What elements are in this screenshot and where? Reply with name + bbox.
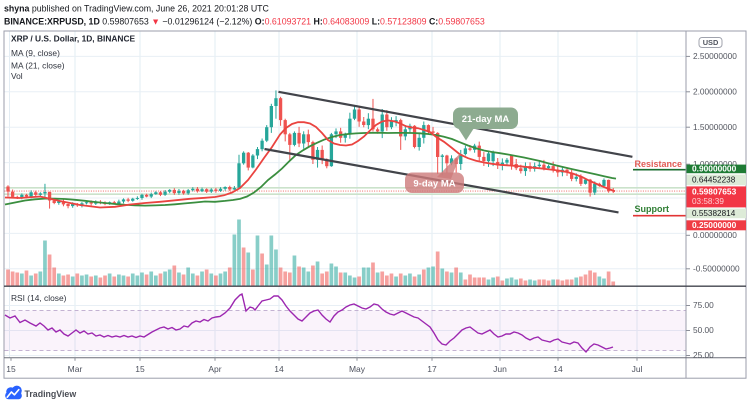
- svg-text:15: 15: [135, 364, 145, 374]
- svg-text:14: 14: [274, 364, 284, 374]
- svg-text:BINANCE:XRPUSD, 1D 0.59807653: BINANCE:XRPUSD, 1D 0.59807653 ▼ −0.01296…: [4, 17, 485, 27]
- svg-text:Jun: Jun: [493, 364, 507, 374]
- svg-text:50.00: 50.00: [693, 325, 714, 335]
- svg-text:-0.50000000: -0.50000000: [693, 263, 740, 273]
- svg-text:0.59807653: 0.59807653: [692, 187, 737, 197]
- svg-text:1.50000000: 1.50000000: [693, 122, 737, 132]
- svg-text:0.00000000: 0.00000000: [693, 230, 737, 240]
- svg-text:shyna published on TradingView: shyna published on TradingView.com, June…: [4, 4, 270, 14]
- svg-text:03:58:39: 03:58:39: [692, 197, 724, 206]
- svg-text:XRP / U.S. Dollar, 1D, BINANCE: XRP / U.S. Dollar, 1D, BINANCE: [11, 34, 136, 44]
- svg-text:2.50000000: 2.50000000: [693, 51, 737, 61]
- svg-text:25.00: 25.00: [693, 350, 714, 360]
- svg-text:Apr: Apr: [208, 364, 221, 374]
- svg-text:0.90000000: 0.90000000: [692, 164, 737, 174]
- svg-text:0.55382814: 0.55382814: [692, 209, 736, 218]
- svg-text:Jul: Jul: [632, 364, 643, 374]
- svg-text:RSI (14, close): RSI (14, close): [11, 293, 67, 303]
- svg-text:0.25000000: 0.25000000: [692, 220, 737, 230]
- svg-text:MA (9, close): MA (9, close): [11, 48, 60, 58]
- svg-text:0.64452238: 0.64452238: [692, 175, 736, 184]
- svg-text:May: May: [349, 364, 366, 374]
- svg-text:14: 14: [553, 364, 563, 374]
- svg-text:Resistance: Resistance: [635, 159, 683, 169]
- svg-text:17: 17: [427, 364, 437, 374]
- svg-text:1.00000000: 1.00000000: [693, 159, 737, 169]
- svg-text:75.00: 75.00: [693, 300, 714, 310]
- svg-text:TradingView: TradingView: [25, 389, 77, 399]
- svg-text:Support: Support: [635, 204, 670, 214]
- svg-text:15: 15: [6, 364, 16, 374]
- svg-text:Vol: Vol: [11, 71, 23, 81]
- svg-text:2.00000000: 2.00000000: [693, 86, 737, 96]
- svg-text:9-day MA: 9-day MA: [413, 179, 455, 190]
- svg-text:USD: USD: [703, 38, 719, 47]
- svg-text:Mar: Mar: [68, 364, 83, 374]
- svg-text:21-day MA: 21-day MA: [462, 114, 510, 125]
- svg-text:MA (21, close): MA (21, close): [11, 61, 65, 71]
